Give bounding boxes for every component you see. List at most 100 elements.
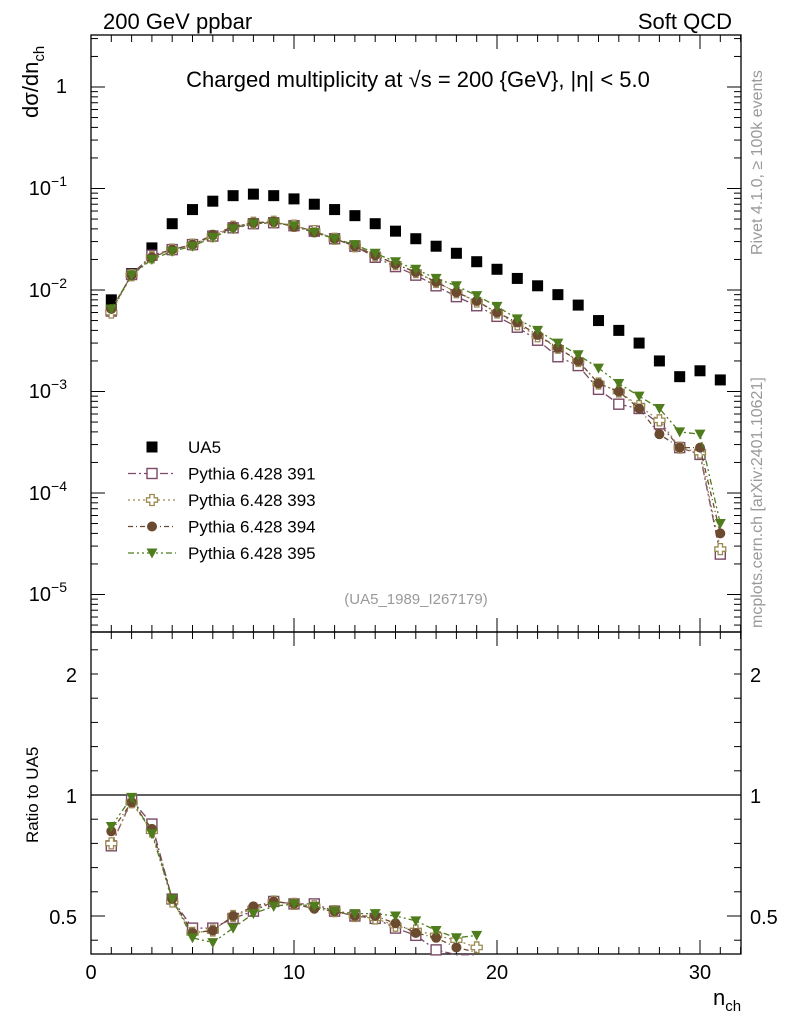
ratio-point-p394: [207, 925, 218, 936]
point-p395: [207, 232, 219, 243]
ratio-point-p395: [369, 909, 381, 920]
point-data: [653, 355, 665, 367]
point-p395: [633, 391, 645, 402]
point-data: [552, 289, 564, 301]
point-data: [410, 233, 422, 245]
ratio-point-p395: [288, 899, 300, 910]
ratio-point-p395: [329, 906, 341, 917]
legend-marker-data: [146, 441, 158, 453]
point-data: [633, 337, 645, 349]
ratio-point-p395: [390, 911, 401, 922]
point-p395: [410, 264, 422, 275]
legend-label-p394: Pythia 6.428 394: [188, 518, 316, 537]
rivet-label: Rivet 4.1.0, ≥ 100k events: [749, 70, 766, 255]
point-p395: [694, 429, 706, 440]
analysis-id: (UA5_1989_I267179): [344, 591, 487, 608]
ratio-point-p394: [228, 911, 239, 921]
ratio-point-p395: [268, 901, 280, 912]
point-data: [349, 210, 361, 222]
ratio-point-p395: [166, 894, 178, 905]
legend-marker-p394: [147, 521, 157, 532]
point-p395: [572, 350, 584, 361]
ratio-point-p394: [248, 901, 259, 912]
point-p395: [491, 301, 503, 312]
point-data: [532, 280, 544, 292]
point-data: [207, 195, 219, 207]
point-p395: [308, 227, 320, 238]
ratio-point-p395: [247, 909, 259, 920]
point-p394: [573, 355, 584, 366]
point-p394: [451, 287, 462, 298]
point-data: [694, 365, 706, 377]
point-p394: [613, 386, 624, 397]
ratio-right-label-2: 2: [750, 665, 761, 687]
legend-label-p391: Pythia 6.428 391: [188, 465, 316, 484]
point-p394: [492, 307, 502, 318]
y-tick-label-1e-3: 10−3: [29, 376, 67, 403]
chart-title: Charged multiplicity at √s = 200 {GeV}, …: [186, 67, 650, 92]
ratio-point-p395: [187, 933, 198, 944]
point-data: [572, 299, 584, 311]
point-data: [308, 198, 320, 210]
point-p395: [511, 314, 523, 325]
legend-label-data: UA5: [188, 438, 221, 457]
point-p395: [146, 254, 158, 265]
ratio-axis-label: Ratio to UA5: [23, 747, 42, 843]
ratio-right-label-0.5: 0.5: [750, 907, 778, 929]
point-p395: [674, 427, 686, 438]
point-p394: [674, 442, 685, 453]
legend-marker-p395: [146, 548, 158, 559]
ratio-point-p395: [126, 792, 138, 803]
point-p395: [714, 519, 726, 530]
ratio-axis-ticks: [90, 632, 742, 954]
point-p395: [329, 234, 341, 245]
point-p395: [532, 325, 544, 336]
point-data: [714, 374, 726, 386]
ratio-point-p393: [105, 837, 118, 850]
point-p393: [714, 542, 727, 556]
point-data: [329, 204, 341, 216]
ratio-point-p394: [431, 932, 442, 943]
point-p394: [715, 528, 726, 539]
point-data: [471, 256, 483, 268]
ratio-plot-frame: [90, 631, 742, 955]
point-p395: [166, 246, 178, 257]
ratio-point-p395: [450, 933, 462, 944]
point-p395: [227, 224, 239, 235]
ratio-point-p395: [410, 916, 422, 927]
point-data: [369, 218, 381, 230]
point-p391: [613, 398, 625, 410]
legend-label-p395: Pythia 6.428 395: [188, 544, 316, 563]
point-data: [166, 218, 178, 230]
point-p395: [390, 257, 401, 268]
ratio-series-layer: [105, 792, 483, 956]
mcplots-label: mcplots.cern.ch [arXiv:2401.10621]: [749, 377, 766, 628]
point-data: [674, 371, 686, 383]
point-data: [613, 324, 625, 336]
point-data: [511, 272, 523, 284]
point-data: [227, 190, 239, 202]
y-tick-label-1e-1: 10−1: [29, 173, 67, 200]
point-p395: [471, 291, 483, 302]
ratio-point-p393: [470, 941, 483, 954]
header-left-label: 200 GeV ppbar: [103, 9, 252, 34]
ratio-tick-label-2: 2: [66, 665, 77, 687]
ratio-line-p395: [110, 796, 477, 944]
legend-marker-p391: [146, 467, 158, 480]
point-p395: [268, 218, 280, 229]
point-data: [187, 204, 198, 216]
ratio-tick-label-0.5: 0.5: [49, 907, 77, 929]
legend-marker-p393: [145, 493, 159, 507]
ratio-point-p395: [105, 821, 117, 832]
series-layer: [105, 188, 727, 560]
ratio-point-p395: [349, 909, 361, 920]
point-p395: [187, 241, 198, 252]
ratio-point-p395: [471, 930, 483, 941]
y-tick-label-1e-4: 10−4: [29, 478, 67, 505]
ratio-point-p395: [227, 923, 239, 934]
x-tick-label-20: 20: [486, 962, 508, 984]
point-data: [105, 294, 117, 306]
ratio-point-p395: [430, 926, 442, 937]
point-data: [430, 240, 442, 252]
